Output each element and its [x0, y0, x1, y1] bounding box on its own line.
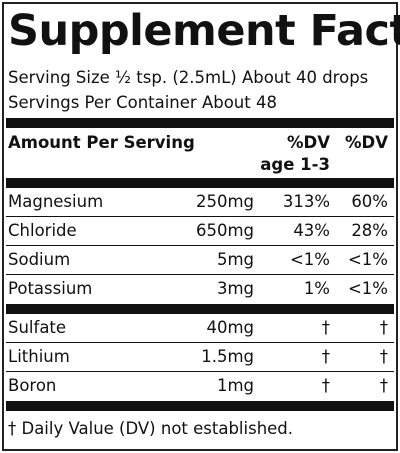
thick-bar [6, 401, 394, 411]
dv-child: <1% [289, 250, 330, 269]
dv-header: %DV [345, 133, 388, 152]
serving-size: Serving Size ½ tsp. (2.5mL) About 40 dro… [8, 68, 369, 87]
dv: † [379, 318, 388, 337]
dv: † [379, 376, 388, 395]
dv: <1% [347, 279, 388, 298]
amount: 1mg [216, 376, 254, 395]
title: Supplement Facts [8, 6, 400, 56]
servings-per-container: Servings Per Container About 48 [8, 93, 277, 112]
row-rule [6, 274, 394, 275]
dv-child: † [321, 376, 330, 395]
amount: 650mg [195, 221, 254, 240]
row-rule [6, 245, 394, 246]
nutrient-name: Potassium [8, 279, 93, 298]
nutrient-name: Chloride [8, 221, 77, 240]
nutrient-name: Sulfate [8, 318, 67, 337]
dv-child: † [321, 347, 330, 366]
amount: 1.5mg [201, 347, 254, 366]
thick-bar [6, 178, 394, 188]
row-rule [6, 216, 394, 217]
thick-bar [6, 118, 394, 128]
nutrient-name: Sodium [8, 250, 71, 269]
dv-child-header: %DV [287, 133, 330, 152]
amount-header: Amount Per Serving [8, 133, 195, 152]
nutrient-name: Magnesium [8, 192, 104, 211]
nutrient-name: Lithium [8, 347, 70, 366]
dv-child: † [321, 318, 330, 337]
dv-child: 43% [293, 221, 330, 240]
dv: 60% [351, 192, 388, 211]
thick-bar [6, 304, 394, 314]
amount: 3mg [216, 279, 254, 298]
footnote: † Daily Value (DV) not established. [8, 419, 294, 438]
nutrient-name: Boron [8, 376, 57, 395]
dv-child: 1% [303, 279, 330, 298]
dv-child: 313% [282, 192, 330, 211]
amount: 250mg [195, 192, 254, 211]
amount: 40mg [206, 318, 254, 337]
row-rule [6, 371, 394, 372]
row-rule [6, 342, 394, 343]
dv: <1% [347, 250, 388, 269]
dv: † [379, 347, 388, 366]
dv: 28% [351, 221, 388, 240]
amount: 5mg [216, 250, 254, 269]
dv-child-header: age 1-3 [260, 155, 330, 174]
